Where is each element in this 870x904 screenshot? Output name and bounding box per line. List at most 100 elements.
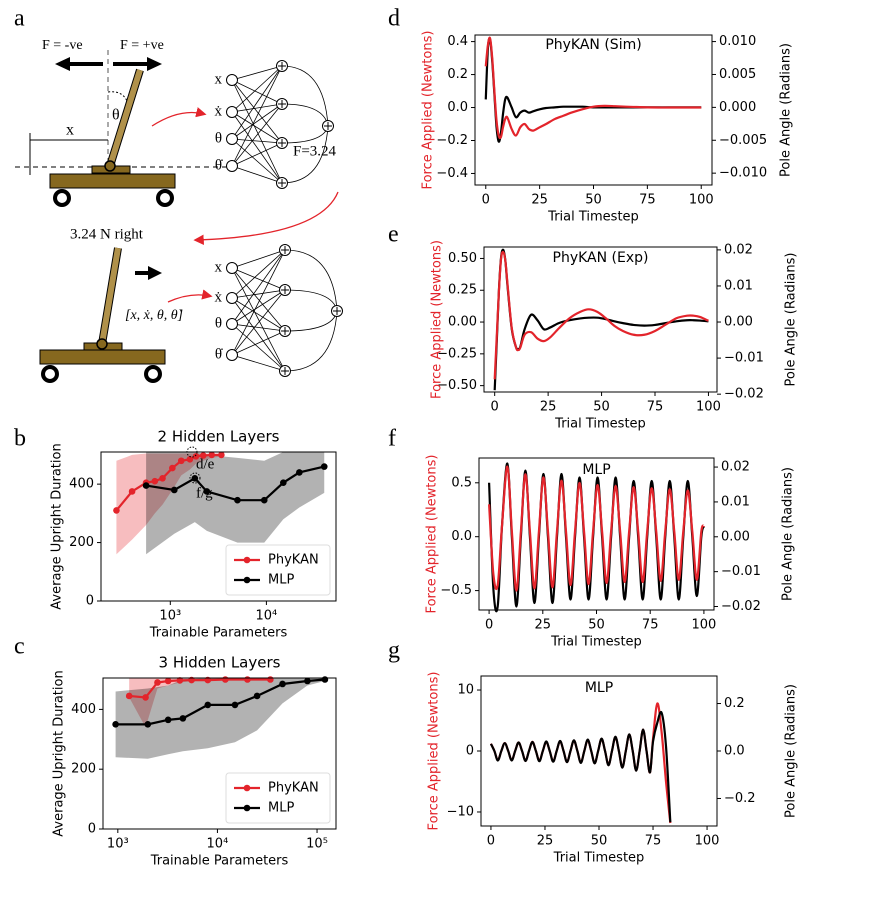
wheel [53, 189, 71, 207]
network-edge [231, 297, 286, 332]
angle-arc [107, 91, 129, 105]
y-tick-label: 200 [71, 762, 96, 777]
pole [107, 69, 143, 167]
network-edge [231, 111, 283, 184]
data-point [208, 451, 216, 459]
x-tick-label: 100 [695, 834, 720, 849]
data-point [260, 496, 268, 504]
force-negative-label: F = -ve [42, 38, 83, 53]
chart-title: PhyKAN (Exp) [553, 250, 649, 266]
y-tick-label: 0.2 [447, 67, 468, 82]
network-edge [231, 165, 283, 184]
push-arrow-head [148, 266, 162, 280]
data-point [113, 507, 120, 514]
input-label: x [215, 259, 223, 275]
y-tick-label: −0.50 [437, 378, 477, 393]
network-edge [281, 125, 329, 184]
y2-tick-label: −0.02 [721, 599, 761, 614]
x-tick-label: 50 [588, 618, 605, 633]
input-node [226, 160, 238, 172]
data-point [234, 496, 241, 504]
y2-tick-label: 0.000 [719, 100, 756, 115]
plot-frame [102, 677, 337, 830]
output-label: F=3.24 [293, 143, 337, 159]
pivot [96, 338, 108, 350]
position-label: x [66, 122, 74, 139]
network-edge [231, 79, 283, 184]
feedback-arrow [193, 191, 339, 245]
network-edge [231, 267, 286, 372]
y2-tick-label: 0.0 [724, 744, 745, 759]
data-point [112, 721, 119, 728]
chart-panel: b 10³ 10⁴ 0 200 400 2 Hidden Layers Trainable P… [14, 426, 337, 641]
x-tick-label: 10³ [159, 609, 181, 624]
data-line [115, 678, 326, 726]
y-tick-label: 200 [69, 535, 94, 550]
x-tick-label: 10³ [107, 837, 129, 852]
y-tick-label: 0 [86, 594, 94, 609]
y-tick-label: 400 [69, 477, 94, 492]
y-tick-label: 0.0 [451, 529, 472, 544]
confidence-band [115, 678, 325, 759]
angle-label: θ [112, 107, 120, 124]
y2-tick-label: 0.2 [724, 696, 745, 711]
x-tick-label: 10⁴ [207, 837, 229, 852]
data-point [151, 477, 159, 485]
data-line [129, 678, 271, 699]
annotation-marker [186, 446, 198, 458]
y-tick-label: −0.2 [436, 133, 468, 148]
data-point [170, 486, 178, 494]
network-edge [281, 65, 329, 127]
cart [49, 173, 176, 189]
legend-marker [243, 576, 251, 584]
x-tick-label: 25 [537, 834, 554, 849]
panel-label: g [388, 638, 400, 664]
data-point [321, 676, 329, 683]
x-tick-label: 25 [531, 193, 548, 208]
network-edge [231, 249, 286, 325]
network-edge [231, 65, 283, 81]
network-edge [231, 103, 283, 113]
input-node [226, 318, 238, 330]
y2-tick-label: 0.010 [719, 34, 756, 49]
annotation: d/e [196, 456, 215, 472]
y-axis-label: Force Applied (Newtons) [430, 240, 445, 399]
chart-panel: c 10³ 10⁴ 10⁵ 0 200 400 3 Hidden Layers Trainabl… [14, 634, 337, 869]
network-edge [231, 267, 286, 332]
cart [39, 349, 166, 365]
data-point [244, 676, 251, 683]
legend-label: MLP [268, 801, 294, 816]
x-tick-label: 75 [639, 193, 656, 208]
network-edge [231, 354, 286, 372]
data-point [267, 676, 274, 683]
chart-title: PhyKAN (Sim) [545, 37, 641, 53]
network-edge [284, 310, 338, 372]
y2-tick-label: −0.2 [724, 791, 756, 806]
data-point [142, 482, 150, 489]
state-vector: [x, ẋ, θ, θ̇] [125, 308, 183, 323]
annotation-marker [189, 472, 201, 484]
plot-frame [100, 451, 337, 602]
y2-tick-label: 0.00 [721, 529, 750, 544]
data-point [176, 677, 184, 684]
network-edge [231, 65, 283, 140]
x-axis-label: Trial Timestep [550, 635, 642, 650]
data-point [203, 488, 211, 495]
data-point [192, 453, 200, 460]
input-node [226, 262, 238, 274]
confidence-band [146, 452, 325, 555]
y-tick-label: −0.5 [440, 583, 472, 598]
legend-label: PhyKAN [268, 553, 319, 568]
legend-box [225, 772, 331, 824]
network-edge [284, 249, 338, 312]
y-tick-label: −10 [447, 804, 474, 819]
data-point [164, 716, 172, 724]
y2-tick-label: 0.00 [724, 315, 753, 330]
x-axis-label: Trainable Parameters [149, 626, 288, 641]
input-node [226, 133, 238, 145]
y-tick-label: 0 [88, 822, 96, 837]
chart-title: 3 Hidden Layers [159, 654, 281, 672]
input-label: θ̇ [215, 346, 223, 362]
data-point [159, 474, 166, 482]
